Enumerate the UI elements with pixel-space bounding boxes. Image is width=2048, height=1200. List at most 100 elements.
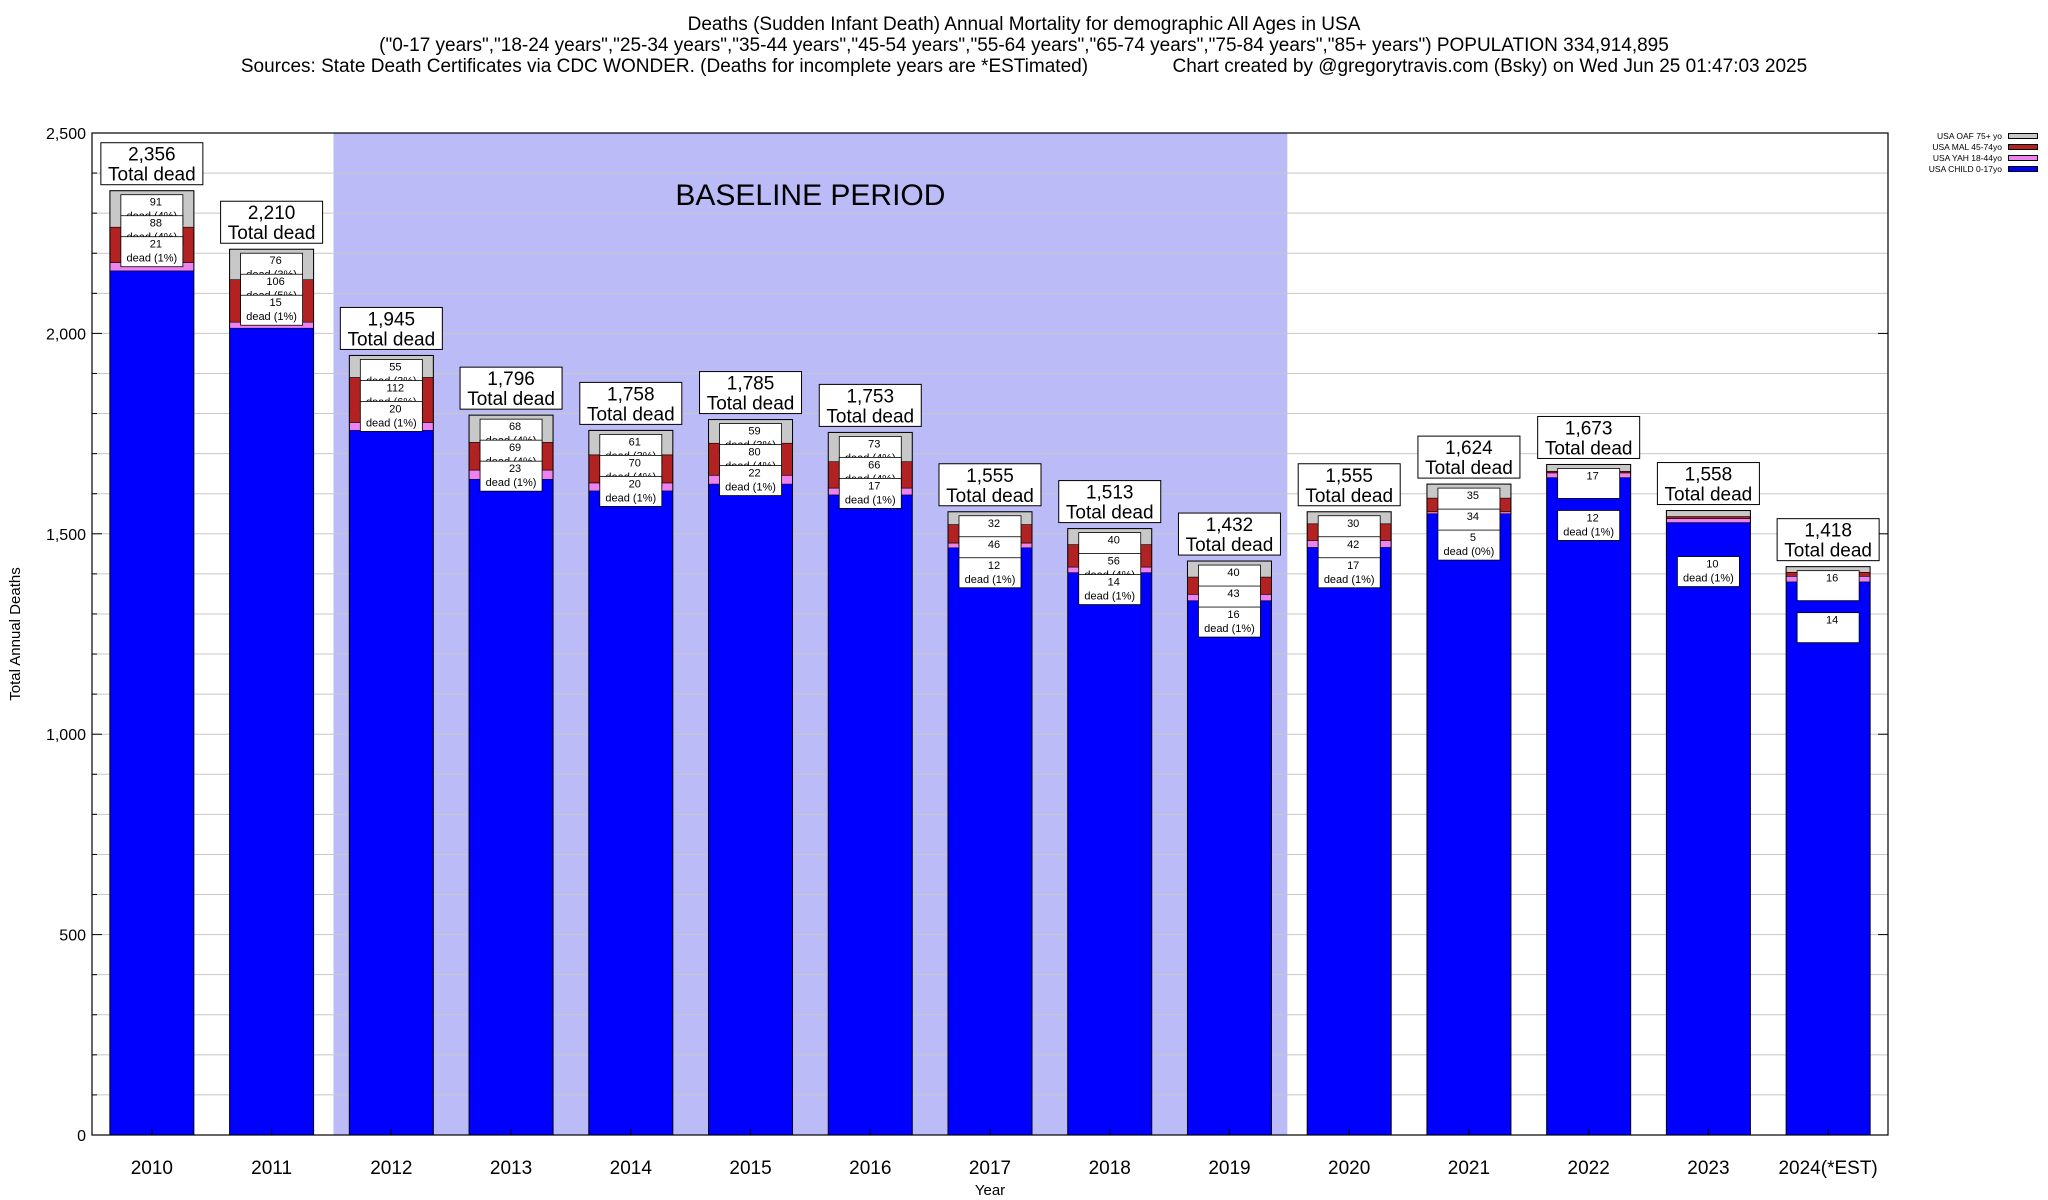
total-count-label: 1,758 — [607, 384, 655, 405]
total-dead-label: Total dead — [1784, 541, 1872, 562]
total-count-label: 1,558 — [1685, 465, 1733, 486]
y-tick-label: 2,000 — [46, 326, 86, 343]
segment-annotation-pct: dead (1%) — [845, 494, 896, 506]
x-tick-label: 2022 — [1568, 1158, 1610, 1179]
total-count-label: 1,753 — [846, 386, 894, 407]
segment-annotation-pct: dead (1%) — [605, 492, 656, 504]
segment-annotation-count: 42 — [1347, 539, 1359, 551]
total-label-box — [938, 463, 1042, 507]
total-label-box — [1776, 518, 1880, 562]
total-dead-label: Total dead — [1425, 458, 1513, 479]
segment-annotation-count: 23 — [509, 463, 521, 475]
segment-annotation-pct: dead (1%) — [965, 574, 1016, 586]
segment-annotation-box — [599, 475, 663, 507]
total-dead-label: Total dead — [347, 329, 435, 350]
segment-annotation-box — [1677, 556, 1740, 587]
segment-annotation-count: 17 — [868, 480, 880, 492]
bar-segment-child — [948, 547, 1032, 1135]
segment-annotation-count: 32 — [988, 518, 1000, 530]
segment-annotation-count: 30 — [1347, 518, 1359, 530]
bar-segment-child — [469, 479, 554, 1135]
total-count-label: 2,356 — [128, 145, 176, 166]
legend-swatch-yah — [2008, 155, 2038, 161]
total-label-box — [1297, 463, 1401, 507]
x-tick-label: 2016 — [849, 1158, 891, 1179]
bar-segment-child — [1187, 600, 1272, 1135]
bar-segment-child — [1546, 477, 1631, 1135]
segment-annotation-box — [1437, 529, 1501, 561]
segment-annotation-count: 17 — [1587, 470, 1599, 482]
segment-annotation-count: 59 — [748, 426, 760, 438]
segment-annotation-count: 14 — [1108, 577, 1120, 589]
total-count-label: 1,513 — [1086, 483, 1134, 504]
legend-entry-child: USA CHILD 0-17yo — [1888, 164, 2038, 175]
x-tick-label: 2023 — [1687, 1158, 1729, 1179]
segment-annotation-pct: dead (1%) — [1563, 526, 1614, 538]
legend-entry-oaf: USA OAF 75+ yo — [1888, 131, 2038, 142]
total-label-box — [1417, 435, 1521, 479]
total-count-label: 1,673 — [1565, 418, 1613, 439]
y-axis-label: Total Annual Deaths — [7, 567, 24, 700]
total-label-box — [339, 306, 443, 350]
y-tick-label: 0 — [77, 1128, 86, 1145]
total-label-box — [1537, 415, 1641, 459]
chart-title: Deaths (Sudden Infant Death) Annual Mort… — [687, 14, 1361, 35]
segment-annotation-count: 88 — [150, 218, 162, 230]
total-dead-label: Total dead — [467, 389, 555, 410]
legend-label-child: USA CHILD 0-17yo — [1928, 164, 2002, 174]
segment-annotation-count: 68 — [509, 421, 521, 433]
total-dead-label: Total dead — [108, 165, 196, 186]
x-tick-label: 2014 — [610, 1158, 653, 1179]
x-tick-label: 2010 — [131, 1158, 173, 1179]
segment-annotation-box — [1198, 606, 1261, 638]
segment-annotation-count: 15 — [269, 297, 281, 309]
segment-annotation-count: 70 — [629, 457, 641, 469]
segment-annotation-count: 46 — [988, 539, 1000, 551]
x-tick-label: 2015 — [729, 1158, 771, 1179]
segment-annotation-count: 106 — [266, 276, 284, 288]
segment-annotation-pct: dead (1%) — [366, 417, 417, 429]
total-count-label: 1,796 — [487, 369, 535, 390]
x-tick-label: 2021 — [1448, 1158, 1490, 1179]
y-tick-label: 1,000 — [46, 727, 86, 744]
bar-segment-oaf — [1666, 510, 1751, 517]
segment-annotation-count: 20 — [389, 403, 401, 415]
y-tick-label: 500 — [59, 928, 86, 945]
segment-annotation-count: 10 — [1706, 559, 1718, 571]
total-count-label: 1,555 — [966, 466, 1014, 487]
total-count-label: 2,210 — [248, 203, 296, 224]
legend-swatch-mal — [2008, 144, 2038, 150]
total-count-label: 1,624 — [1445, 438, 1493, 459]
total-dead-label: Total dead — [1186, 535, 1274, 556]
segment-annotation-box — [1078, 574, 1142, 605]
segment-annotation-box — [120, 236, 184, 268]
total-dead-label: Total dead — [1545, 438, 1633, 459]
segment-annotation-count: 12 — [988, 560, 1000, 572]
x-tick-label: 2018 — [1089, 1158, 1131, 1179]
segment-annotation-box — [958, 557, 1022, 589]
segment-annotation-pct: dead (1%) — [1324, 574, 1375, 586]
segment-annotation-count: 43 — [1227, 588, 1239, 600]
segment-annotation-count: 16 — [1826, 573, 1838, 585]
total-dead-label: Total dead — [587, 404, 675, 425]
x-tick-label: 2017 — [969, 1158, 1011, 1179]
bar-segment-yah — [1666, 518, 1751, 523]
segment-annotation-pct: dead (1%) — [1204, 623, 1255, 635]
segment-annotation-count: 22 — [748, 468, 760, 480]
segment-annotation-count: 66 — [868, 459, 880, 471]
total-label-box — [818, 383, 922, 427]
segment-annotation-count: 20 — [629, 478, 641, 490]
segment-annotation-count: 73 — [868, 438, 880, 450]
bar-segment-child — [588, 490, 673, 1135]
segment-annotation-box — [838, 477, 902, 509]
segment-annotation-box — [1557, 510, 1621, 541]
segment-annotation-count: 61 — [629, 436, 641, 448]
total-count-label: 1,418 — [1804, 521, 1852, 542]
legend-entry-mal: USA MAL 45-74yo — [1888, 142, 2038, 153]
bar-segment-child — [229, 328, 314, 1136]
segment-annotation-count: 56 — [1108, 556, 1120, 568]
total-label-box — [459, 366, 563, 410]
segment-annotation-count: 35 — [1467, 490, 1479, 502]
segment-annotation-box — [359, 401, 423, 432]
total-dead-label: Total dead — [1305, 486, 1393, 507]
